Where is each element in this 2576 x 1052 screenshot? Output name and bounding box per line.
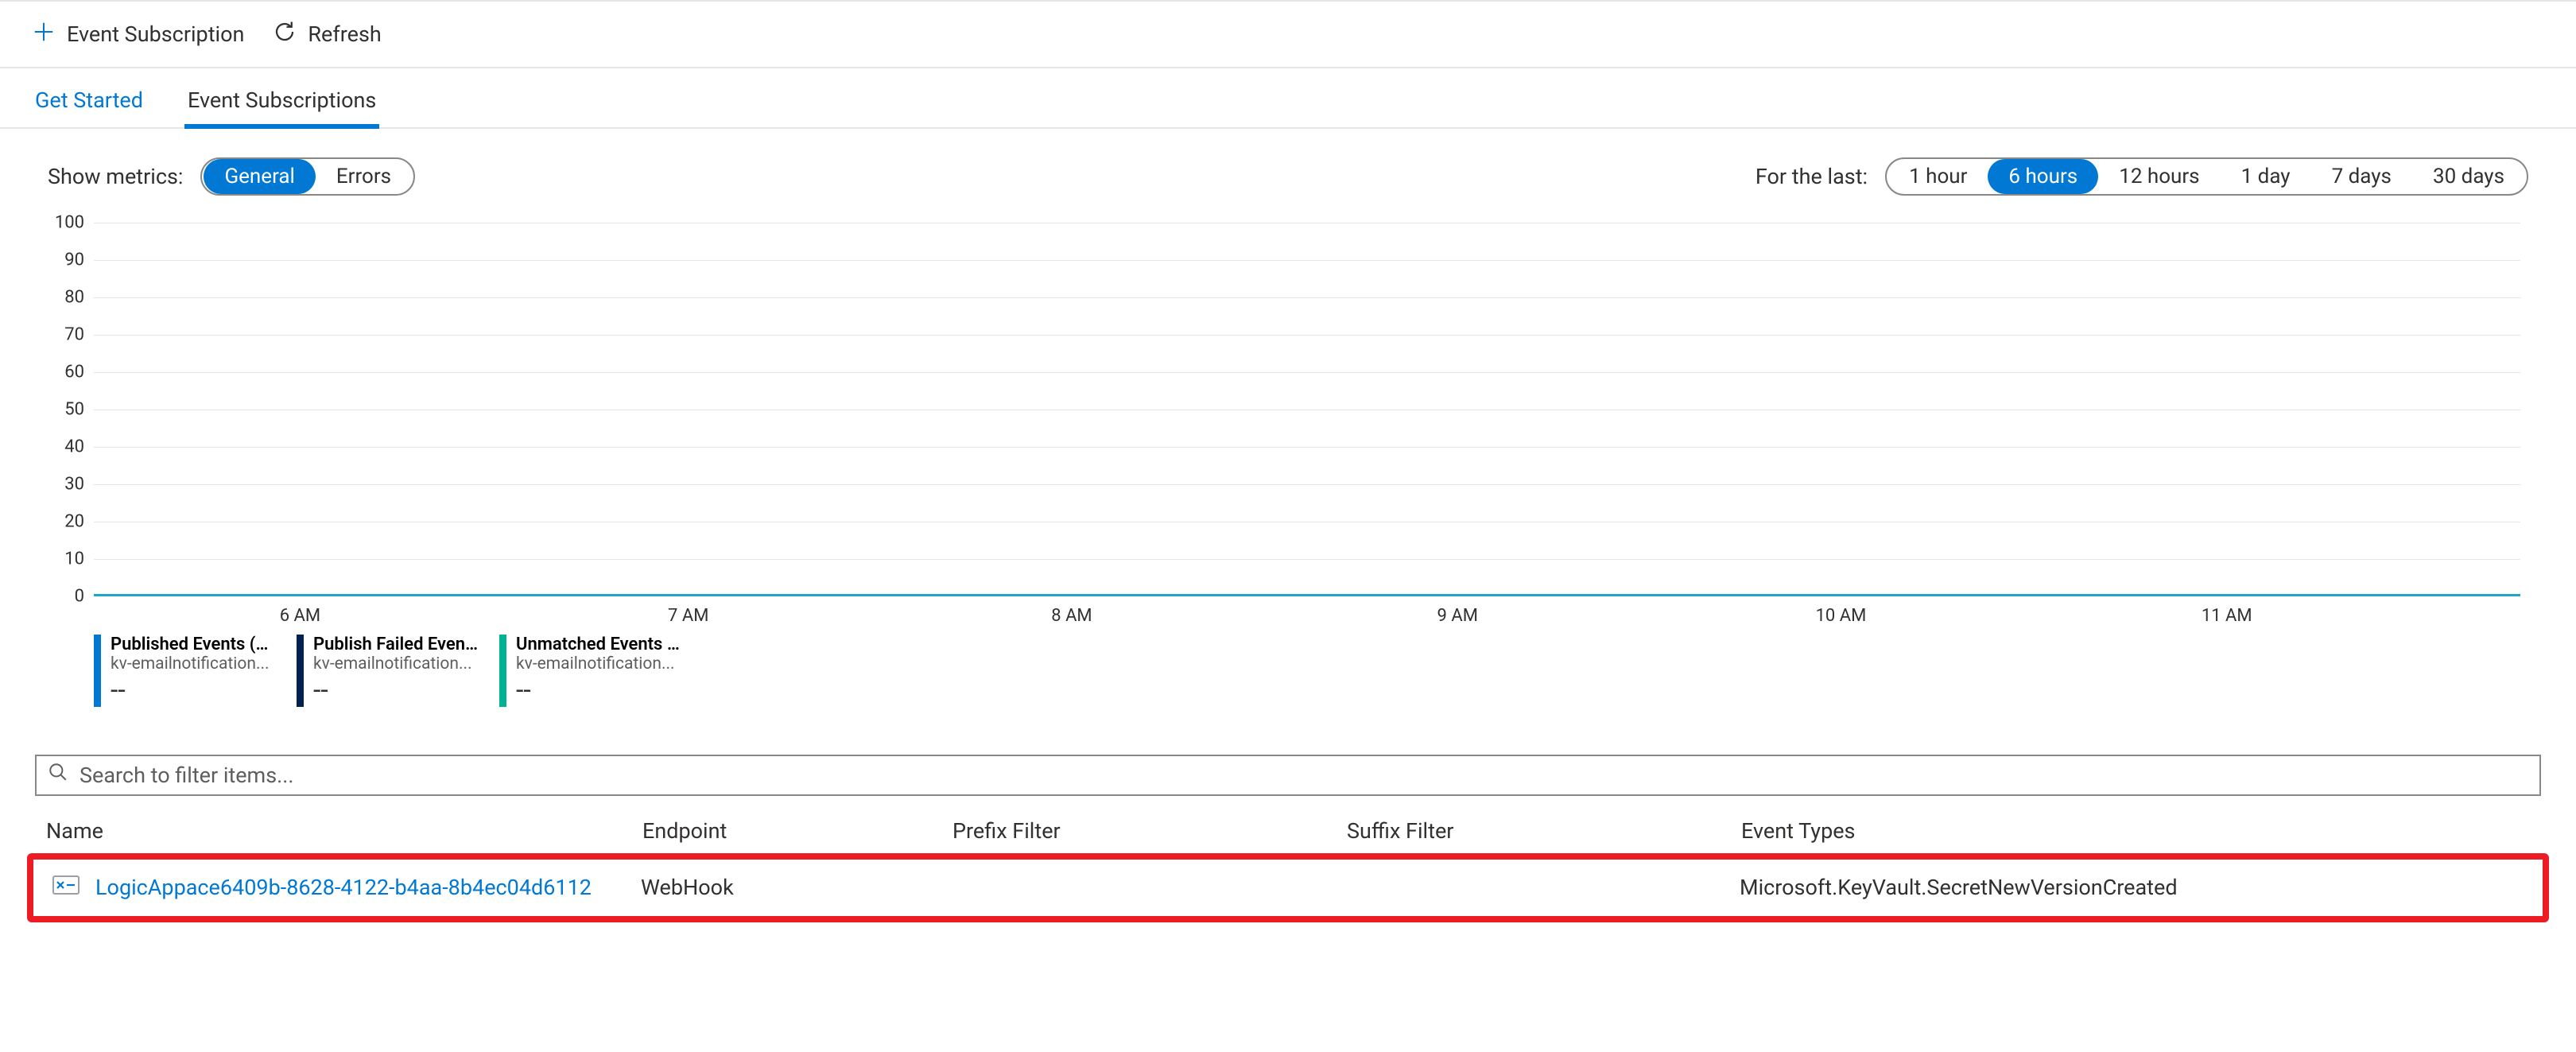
col-header-name[interactable]: Name	[46, 818, 642, 844]
legend-title: Unmatched Events (Sum)	[516, 635, 683, 654]
legend-subtitle: kv-emailnotification...	[111, 654, 277, 674]
table-search-wrap	[0, 755, 2576, 796]
legend-value: --	[111, 675, 277, 706]
metrics-left-group: Show metrics: GeneralErrors	[48, 157, 415, 196]
legend-subtitle: kv-emailnotification...	[313, 654, 480, 674]
table-row[interactable]: LogicAppace6409b-8628-4122-b4aa-8b4ec04d…	[33, 860, 2543, 916]
time-pill-1-hour[interactable]: 1 hour	[1888, 159, 1988, 194]
col-header-prefix[interactable]: Prefix Filter	[952, 818, 1347, 844]
chart-x-tick-label: 9 AM	[1437, 606, 1478, 626]
metric-pill-errors[interactable]: Errors	[316, 159, 412, 194]
chart-gridline	[94, 447, 2520, 448]
legend-item[interactable]: Publish Failed Event...kv-emailnotificat…	[297, 635, 480, 707]
cell-endpoint: WebHook	[641, 875, 951, 900]
tab-bar: Get Started Event Subscriptions	[0, 68, 2576, 129]
chart-y-tick-label: 0	[49, 587, 84, 607]
event-subscription-icon	[52, 874, 80, 902]
search-input[interactable]	[80, 763, 2528, 788]
chart-y-tick-label: 40	[49, 437, 84, 457]
legend-item[interactable]: Unmatched Events (Sum)kv-emailnotificati…	[499, 635, 683, 707]
time-pill-30-days[interactable]: 30 days	[2412, 159, 2525, 194]
col-header-endpoint[interactable]: Endpoint	[642, 818, 952, 844]
chart-y-tick-label: 70	[49, 325, 84, 345]
chart-x-tick-label: 10 AM	[1816, 606, 1867, 626]
time-pill-12-hours[interactable]: 12 hours	[2098, 159, 2220, 194]
cell-event-types: Microsoft.KeyVault.SecretNewVersionCreat…	[1740, 875, 2531, 900]
chart-x-tick-label: 7 AM	[668, 606, 708, 626]
legend-swatch	[94, 635, 101, 707]
chart-x-tick-label: 8 AM	[1051, 606, 1092, 626]
metric-pill-general[interactable]: General	[204, 159, 315, 194]
chart-y-tick-label: 50	[49, 400, 84, 420]
plus-icon	[32, 20, 56, 49]
chart-gridline	[94, 335, 2520, 336]
time-pill-6-hours[interactable]: 6 hours	[1988, 159, 2098, 194]
time-pill-1-day[interactable]: 1 day	[2221, 159, 2311, 194]
subscription-name-link[interactable]: LogicAppace6409b-8628-4122-b4aa-8b4ec04d…	[95, 875, 592, 900]
metrics-right-group: For the last: 1 hour6 hours12 hours1 day…	[1755, 157, 2528, 196]
time-pill-7-days[interactable]: 7 days	[2311, 159, 2412, 194]
table-search[interactable]	[35, 755, 2541, 796]
chart-y-tick-label: 20	[49, 512, 84, 532]
legend-title: Publish Failed Event...	[313, 635, 480, 654]
chart-x-tick-label: 6 AM	[280, 606, 320, 626]
legend-title: Published Events (Sum)	[111, 635, 277, 654]
chart-gridline	[94, 297, 2520, 298]
legend-value: --	[516, 675, 683, 706]
col-header-suffix[interactable]: Suffix Filter	[1347, 818, 1741, 844]
time-range-toggle: 1 hour6 hours12 hours1 day7 days30 days	[1885, 157, 2528, 196]
chart-gridline	[94, 559, 2520, 560]
tab-get-started[interactable]: Get Started	[32, 78, 146, 127]
chart-legend: Published Events (Sum)kv-emailnotificati…	[94, 635, 2520, 707]
command-bar: Event Subscription Refresh	[0, 2, 2576, 68]
chart-x-tick-label: 11 AM	[2202, 606, 2252, 626]
metrics-filter-bar: Show metrics: GeneralErrors For the last…	[0, 129, 2576, 196]
legend-subtitle: kv-emailnotification...	[516, 654, 683, 674]
chart-gridline	[94, 484, 2520, 485]
chart-y-tick-label: 60	[49, 363, 84, 382]
legend-text: Published Events (Sum)kv-emailnotificati…	[111, 635, 277, 707]
page-root: Event Subscription Refresh Get Started E…	[0, 0, 2576, 922]
legend-swatch	[499, 635, 506, 707]
refresh-button[interactable]: Refresh	[273, 20, 381, 49]
metric-type-toggle: GeneralErrors	[200, 157, 415, 196]
subscriptions-table: Name Endpoint Prefix Filter Suffix Filte…	[0, 804, 2576, 922]
chart-y-tick-label: 90	[49, 250, 84, 270]
legend-value: --	[313, 675, 480, 706]
cell-name: LogicAppace6409b-8628-4122-b4aa-8b4ec04d…	[45, 874, 641, 902]
table-header-row: Name Endpoint Prefix Filter Suffix Filte…	[35, 804, 2541, 856]
show-metrics-label: Show metrics:	[48, 164, 183, 189]
legend-item[interactable]: Published Events (Sum)kv-emailnotificati…	[94, 635, 277, 707]
col-header-event-types[interactable]: Event Types	[1741, 818, 2530, 844]
chart-gridline	[94, 372, 2520, 373]
chart-y-tick-label: 80	[49, 288, 84, 308]
add-event-subscription-label: Event Subscription	[67, 21, 244, 47]
table-row-highlight: LogicAppace6409b-8628-4122-b4aa-8b4ec04d…	[27, 853, 2549, 922]
legend-text: Publish Failed Event...kv-emailnotificat…	[313, 635, 480, 707]
legend-text: Unmatched Events (Sum)kv-emailnotificati…	[516, 635, 683, 707]
chart-plot-area: 0102030405060708090100	[94, 223, 2520, 596]
add-event-subscription-button[interactable]: Event Subscription	[32, 20, 244, 49]
refresh-label: Refresh	[308, 21, 381, 47]
chart-y-tick-label: 10	[49, 549, 84, 569]
chart-gridline	[94, 260, 2520, 261]
refresh-icon	[273, 20, 297, 49]
for-the-last-label: For the last:	[1755, 164, 1868, 189]
legend-swatch	[297, 635, 304, 707]
chart-y-tick-label: 100	[49, 213, 84, 233]
metrics-chart: 0102030405060708090100 6 AM7 AM8 AM9 AM1…	[0, 196, 2576, 715]
tab-event-subscriptions[interactable]: Event Subscriptions	[184, 78, 379, 127]
chart-y-tick-label: 30	[49, 475, 84, 495]
chart-x-axis: 6 AM 7 AM 8 AM 9 AM 10 AM 11 AM	[94, 596, 2520, 625]
search-icon	[48, 762, 68, 788]
